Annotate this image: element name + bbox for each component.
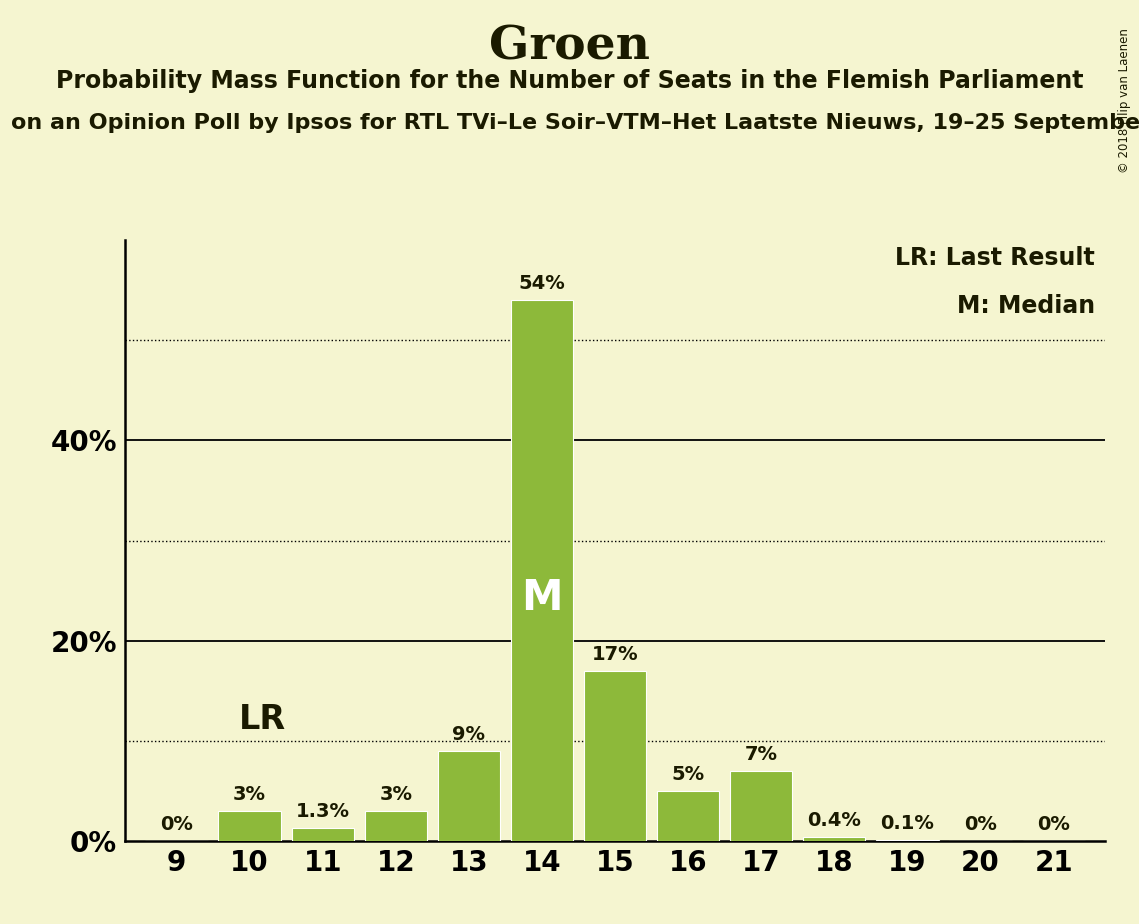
Bar (657, 791, 719, 841)
Text: 5%: 5% (672, 765, 705, 784)
Text: Probability Mass Function for the Number of Seats in the Flemish Parliament: Probability Mass Function for the Number… (56, 69, 1083, 93)
Text: 0%: 0% (1038, 815, 1071, 833)
Bar (584, 671, 646, 841)
Text: 0.1%: 0.1% (880, 814, 934, 833)
Text: 3%: 3% (233, 784, 267, 804)
Text: 9%: 9% (452, 724, 485, 744)
Text: 17%: 17% (592, 645, 638, 663)
Bar (876, 840, 939, 841)
Text: on an Opinion Poll by Ipsos for RTL TVi–Le Soir–VTM–Het Laatste Nieuws, 19–25 Se: on an Opinion Poll by Ipsos for RTL TVi–… (11, 113, 1139, 133)
Text: LR: Last Result: LR: Last Result (895, 246, 1095, 270)
Bar (437, 750, 500, 841)
Bar (219, 811, 280, 841)
Text: M: Median: M: Median (957, 294, 1095, 318)
Text: 0%: 0% (159, 815, 192, 833)
Text: 0.4%: 0.4% (808, 811, 861, 830)
Text: © 2018 Filip van Laenen: © 2018 Filip van Laenen (1118, 28, 1131, 173)
Text: M: M (522, 577, 563, 618)
Bar (730, 771, 793, 841)
Bar (364, 811, 427, 841)
Text: 54%: 54% (518, 274, 565, 293)
Text: 0%: 0% (964, 815, 997, 833)
Text: Groen: Groen (489, 23, 650, 69)
Bar (511, 300, 573, 841)
Text: LR: LR (238, 703, 286, 736)
Text: 7%: 7% (745, 745, 778, 764)
Bar (292, 828, 354, 841)
Text: 3%: 3% (379, 784, 412, 804)
Bar (803, 837, 866, 841)
Text: 1.3%: 1.3% (296, 802, 350, 821)
